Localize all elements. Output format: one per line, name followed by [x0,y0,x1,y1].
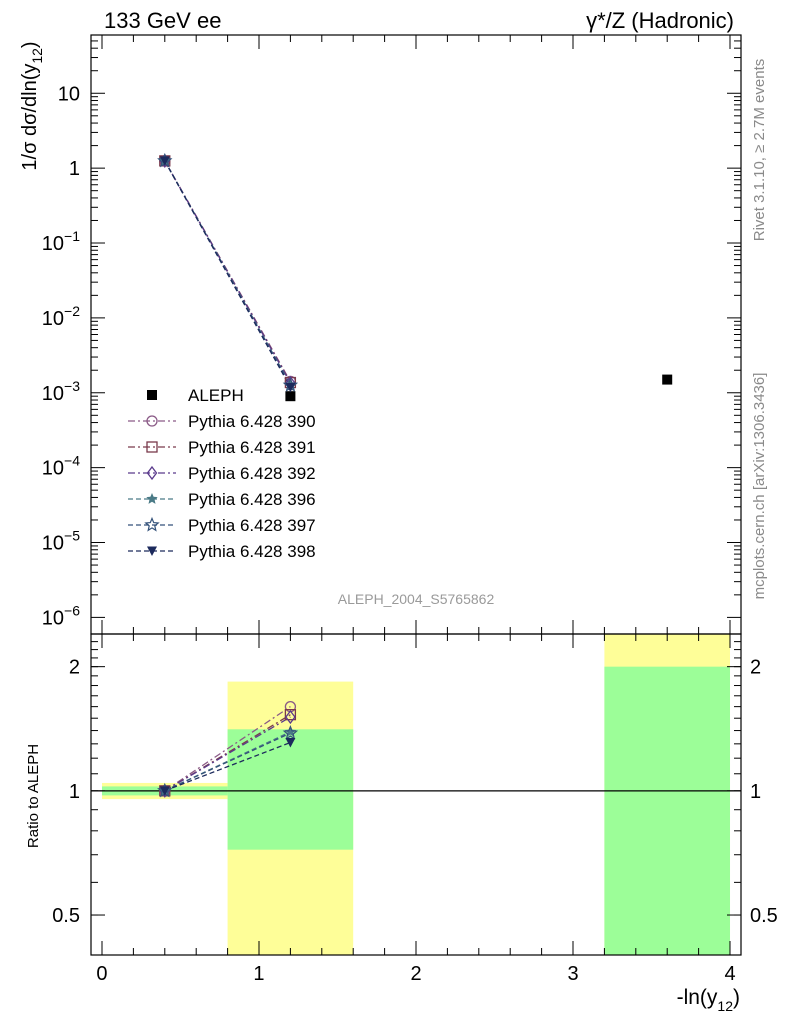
x-tick-label: 3 [567,963,578,985]
legend-entry-label: Pythia 6.428 390 [188,412,316,431]
main-y-axis-title: 1/σ dσ/dln(y12) [19,41,45,170]
legend-marker [147,546,157,556]
x-axis-title: -ln(y12) [677,986,740,1014]
ratio-series-line-4 [164,732,291,792]
y-tick-label: 10−4 [42,453,80,480]
rivet-version-label: Rivet 3.1.10, ≥ 2.7M events [751,59,768,242]
ratio-panel-frame [90,633,742,956]
legend: ALEPH Pythia 6.428 390 Pythia 6.428 391 Pyt… [128,386,316,561]
ratio-y-tick-label-left: 2 [69,657,80,679]
legend-marker [146,493,158,504]
legend-marker [146,465,158,481]
y-tick-label: 10−6 [42,602,80,629]
stat-uncertainty-band-1 [227,729,354,850]
tick-labels: 0 1 2 3 4 10−6 10−5 10−4 10−3 10−2 10−1 1 10 0.5 0.5 1 1… [42,83,778,985]
legend-entry-label: Pythia 6.428 396 [188,490,316,509]
ratio-y-tick-label-left: 1 [69,781,80,803]
watermark-analysis-id: ALEPH_2004_S5765862 [338,591,495,607]
x-tick-label: 0 [96,963,107,985]
legend-marker [147,390,157,400]
main-data-point [662,374,673,385]
ratio-y-tick-label-right: 1 [750,781,761,803]
y-tick-label: 1 [69,158,80,180]
ratio-y-tick-label-left: 0.5 [52,905,80,927]
legend-entry-label: ALEPH [188,386,244,405]
ratio-data-point [285,709,296,725]
y-tick-label: 10 [58,83,80,105]
legend-entry-label: Pythia 6.428 391 [188,438,316,457]
legend-entry-label: Pythia 6.428 397 [188,516,316,535]
main-data-point [285,391,296,402]
legend-marker [146,415,158,427]
ratio-series-line-2 [164,716,291,792]
ratio-data-point [285,737,296,748]
ratio-y-tick-label-right: 0.5 [750,905,778,927]
main-panel-frame [90,34,742,635]
legend-marker [146,441,158,453]
ratio-series-line-5 [164,741,291,792]
main-series-lines [164,160,291,388]
header-right-title: γ*/Z (Hadronic) [586,8,734,33]
x-tick-label: 2 [410,963,421,985]
main-data-point [159,156,170,166]
ratio-series-line-3 [164,731,291,792]
mcplots-credit-label: mcplots.cern.ch [arXiv:1306.3436] [751,373,768,600]
ratio-data-point [159,786,170,796]
ratio-y-tick-label-right: 2 [750,657,761,679]
ratio-data-points [157,700,299,798]
ratio-y-axis-title: Ratio to ALEPH [25,744,42,848]
y-tick-label: 10−5 [42,528,80,555]
main-data-point [285,382,296,393]
y-tick-label: 10−3 [42,378,80,405]
y-tick-label: 10−1 [42,228,80,255]
ratio-series-lines [164,706,291,792]
main-data-points [157,152,673,402]
stat-uncertainty-band-2 [604,666,731,955]
header-left-title: 133 GeV ee [104,8,221,33]
x-tick-label: 4 [724,963,735,985]
legend-entry-label: Pythia 6.428 392 [188,464,316,483]
main-series-line-6 [164,160,291,388]
legend-entry-label: Pythia 6.428 398 [188,542,316,561]
main-series-line-3 [164,160,291,384]
legend-marker [144,516,160,532]
y-tick-label: 10−2 [42,303,80,330]
ratio-series-line-0 [164,706,291,792]
ratio-data-point [282,725,299,740]
ratio-uncertainty-bands [101,634,731,955]
x-tick-label: 1 [253,963,264,985]
ratio-series-line-1 [164,714,291,792]
ratio-data-point [284,709,297,721]
